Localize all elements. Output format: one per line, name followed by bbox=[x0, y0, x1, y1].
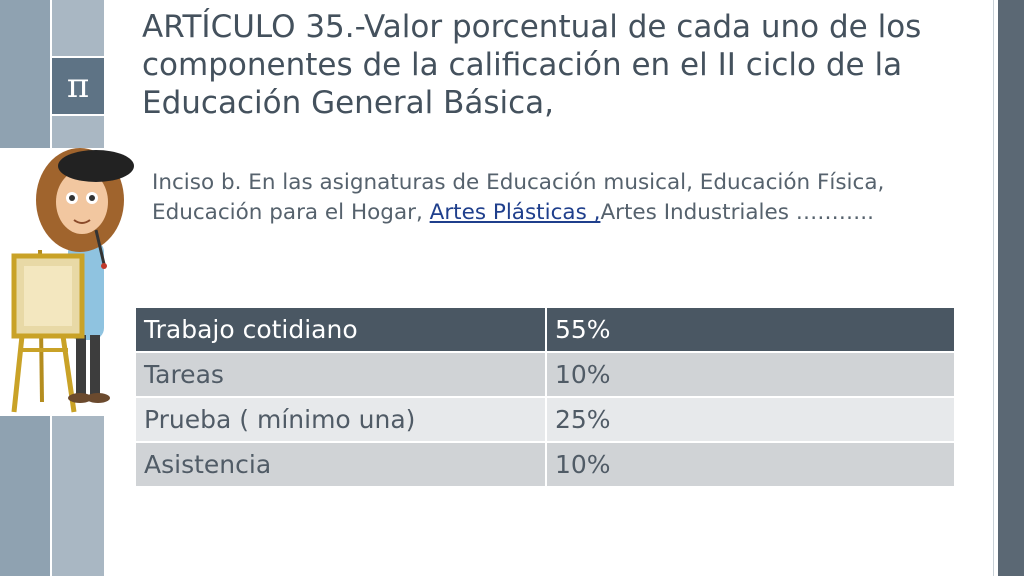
body-tail: Artes Industriales ……….. bbox=[600, 200, 874, 225]
table-cell: 10% bbox=[545, 441, 956, 488]
table-cell: Asistencia bbox=[134, 441, 547, 488]
right-divider bbox=[993, 0, 994, 576]
table-row: Asistencia 10% bbox=[134, 441, 956, 488]
table-header-row: Trabajo cotidiano 55% bbox=[134, 306, 956, 353]
table-row: Prueba ( mínimo una) 25% bbox=[134, 396, 956, 443]
table-cell: 55% bbox=[545, 306, 956, 353]
table-row: Tareas 10% bbox=[134, 351, 956, 398]
painter-illustration bbox=[11, 148, 134, 413]
body-paragraph: Inciso b. En las asignaturas de Educació… bbox=[152, 168, 952, 228]
table-cell: 10% bbox=[545, 351, 956, 398]
left-decorative-strip bbox=[0, 0, 104, 576]
table-cell: 25% bbox=[545, 396, 956, 443]
table-cell: Tareas bbox=[134, 351, 547, 398]
slide-title: ARTÍCULO 35.-Valor porcentual de cada un… bbox=[142, 9, 922, 121]
right-decorative-bar bbox=[998, 0, 1024, 576]
grading-table: Trabajo cotidiano 55% Tareas 10% Prueba … bbox=[134, 306, 956, 488]
pi-icon: π bbox=[52, 58, 104, 114]
body-lead: Inciso b. En las asignaturas de Educació… bbox=[152, 170, 885, 225]
artes-plasticas-link[interactable]: Artes Plásticas , bbox=[429, 200, 601, 225]
table-cell: Trabajo cotidiano bbox=[134, 306, 547, 353]
table-cell: Prueba ( mínimo una) bbox=[134, 396, 547, 443]
